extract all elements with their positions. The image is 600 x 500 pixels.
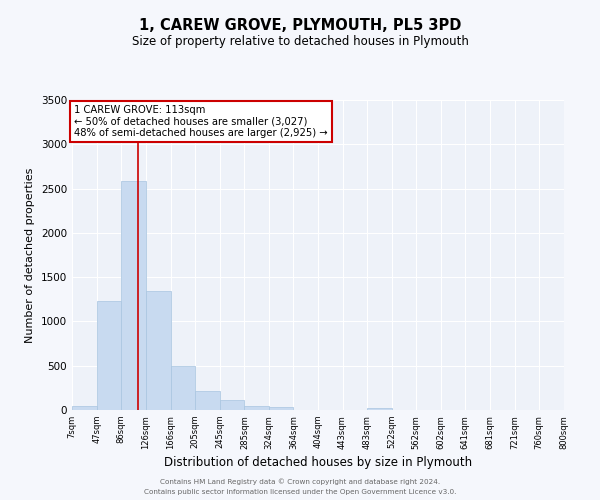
Bar (269, 408, 293, 410)
Y-axis label: Number of detached properties: Number of detached properties (25, 168, 35, 342)
Text: Contains HM Land Registry data © Crown copyright and database right 2024.: Contains HM Land Registry data © Crown c… (160, 478, 440, 485)
Bar (195, 391, 220, 410)
Text: Contains public sector information licensed under the Open Government Licence v3: Contains public sector information licen… (144, 489, 456, 495)
Bar (244, 406, 269, 410)
Bar (367, 408, 392, 410)
Text: Size of property relative to detached houses in Plymouth: Size of property relative to detached ho… (131, 35, 469, 48)
Bar (146, 292, 170, 410)
X-axis label: Distribution of detached houses by size in Plymouth: Distribution of detached houses by size … (164, 456, 472, 468)
Text: 1, CAREW GROVE, PLYMOUTH, PL5 3PD: 1, CAREW GROVE, PLYMOUTH, PL5 3PD (139, 18, 461, 32)
Bar (72, 406, 97, 410)
Bar (97, 301, 121, 410)
Bar (121, 180, 146, 410)
Bar (220, 400, 244, 410)
Bar (170, 366, 195, 410)
Text: 1 CAREW GROVE: 113sqm
← 50% of detached houses are smaller (3,027)
48% of semi-d: 1 CAREW GROVE: 113sqm ← 50% of detached … (74, 104, 328, 138)
